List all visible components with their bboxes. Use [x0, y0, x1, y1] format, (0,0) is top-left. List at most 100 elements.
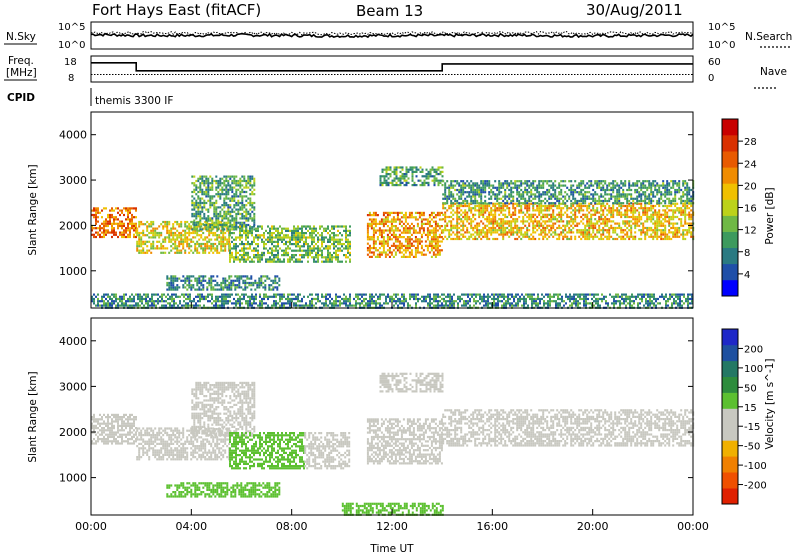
data-cell — [464, 202, 467, 205]
data-cell — [682, 191, 685, 194]
data-cell — [239, 236, 241, 239]
data-cell — [147, 293, 149, 296]
data-cell — [150, 223, 153, 226]
data-cell — [301, 238, 303, 241]
data-cell — [524, 207, 527, 210]
data-cell — [262, 286, 265, 289]
data-cell — [195, 210, 198, 213]
data-cell — [423, 179, 426, 182]
data-cell — [636, 184, 639, 187]
data-cell — [223, 210, 226, 213]
data-cell — [226, 225, 229, 228]
data-cell — [345, 247, 347, 250]
data-cell — [249, 256, 251, 259]
data-cell — [396, 218, 399, 221]
data-cell — [345, 234, 347, 237]
data-cell — [396, 211, 399, 214]
data-cell — [596, 199, 599, 203]
data-cell — [688, 199, 691, 203]
data-cell — [259, 260, 261, 263]
data-cell — [654, 180, 657, 183]
data-cell — [208, 281, 211, 285]
data-cell — [626, 204, 629, 208]
data-cell — [168, 236, 171, 239]
data-cell — [197, 201, 200, 205]
data-cell — [564, 229, 567, 232]
data-cell — [600, 180, 603, 183]
data-cell — [664, 186, 667, 189]
data-cell — [223, 204, 226, 207]
data-cell — [596, 184, 599, 187]
data-cell — [628, 224, 631, 227]
data-cell — [528, 209, 531, 212]
data-cell — [215, 188, 218, 191]
data-cell — [512, 207, 515, 210]
data-cell — [195, 184, 198, 187]
data-cell — [626, 226, 629, 230]
data-cell — [684, 186, 687, 189]
data-cell — [650, 209, 653, 212]
data-cell — [195, 226, 198, 229]
data-cell — [450, 237, 453, 241]
data-cell — [366, 227, 369, 230]
data-cell — [317, 232, 319, 235]
data-cell — [419, 170, 422, 173]
data-cell — [214, 231, 217, 235]
data-cell — [668, 224, 671, 227]
data-cell — [176, 245, 179, 248]
data-cell — [231, 188, 234, 191]
data-cell — [115, 218, 117, 221]
data-cell — [654, 184, 657, 187]
data-cell — [321, 238, 323, 241]
data-cell — [460, 184, 463, 187]
data-cell — [199, 212, 202, 216]
data-cell — [598, 184, 601, 187]
data-cell — [514, 220, 517, 223]
data-cell — [224, 284, 227, 287]
data-cell — [260, 275, 263, 278]
data-cell — [109, 222, 111, 225]
data-cell — [217, 179, 220, 183]
data-cell — [430, 249, 433, 252]
data-cell — [664, 191, 667, 194]
data-cell — [228, 284, 231, 287]
data-cell — [170, 281, 173, 285]
data-cell — [227, 197, 230, 200]
data-cell — [301, 227, 303, 230]
data-cell — [386, 249, 389, 252]
data-cell — [600, 188, 603, 192]
data-cell — [672, 222, 675, 225]
data-cell — [291, 232, 293, 235]
data-cell — [205, 186, 208, 189]
data-cell — [498, 229, 501, 232]
data-cell — [333, 234, 335, 237]
data-cell — [656, 235, 659, 238]
data-cell — [504, 180, 507, 183]
data-cell — [289, 247, 291, 250]
data-cell — [259, 234, 261, 237]
data-cell — [204, 236, 207, 239]
data-cell — [532, 182, 535, 185]
data-cell — [596, 229, 599, 232]
data-cell — [448, 207, 451, 210]
data-cell — [412, 240, 415, 243]
data-cell — [299, 254, 301, 257]
data-cell — [684, 202, 687, 205]
data-cell — [530, 215, 533, 219]
data-cell — [462, 224, 465, 227]
frequency-frame — [90, 55, 694, 83]
data-cell — [313, 229, 315, 232]
data-cell — [249, 177, 252, 180]
data-cell — [263, 240, 265, 243]
data-cell — [678, 197, 681, 200]
data-cell — [500, 204, 503, 208]
data-cell — [684, 222, 687, 225]
data-cell — [566, 186, 569, 189]
data-cell — [315, 227, 317, 230]
data-cell — [380, 222, 383, 225]
data-cell — [388, 247, 391, 250]
data-cell — [267, 251, 269, 254]
data-cell — [612, 195, 615, 198]
data-cell — [434, 240, 437, 243]
data-cell — [530, 213, 533, 216]
